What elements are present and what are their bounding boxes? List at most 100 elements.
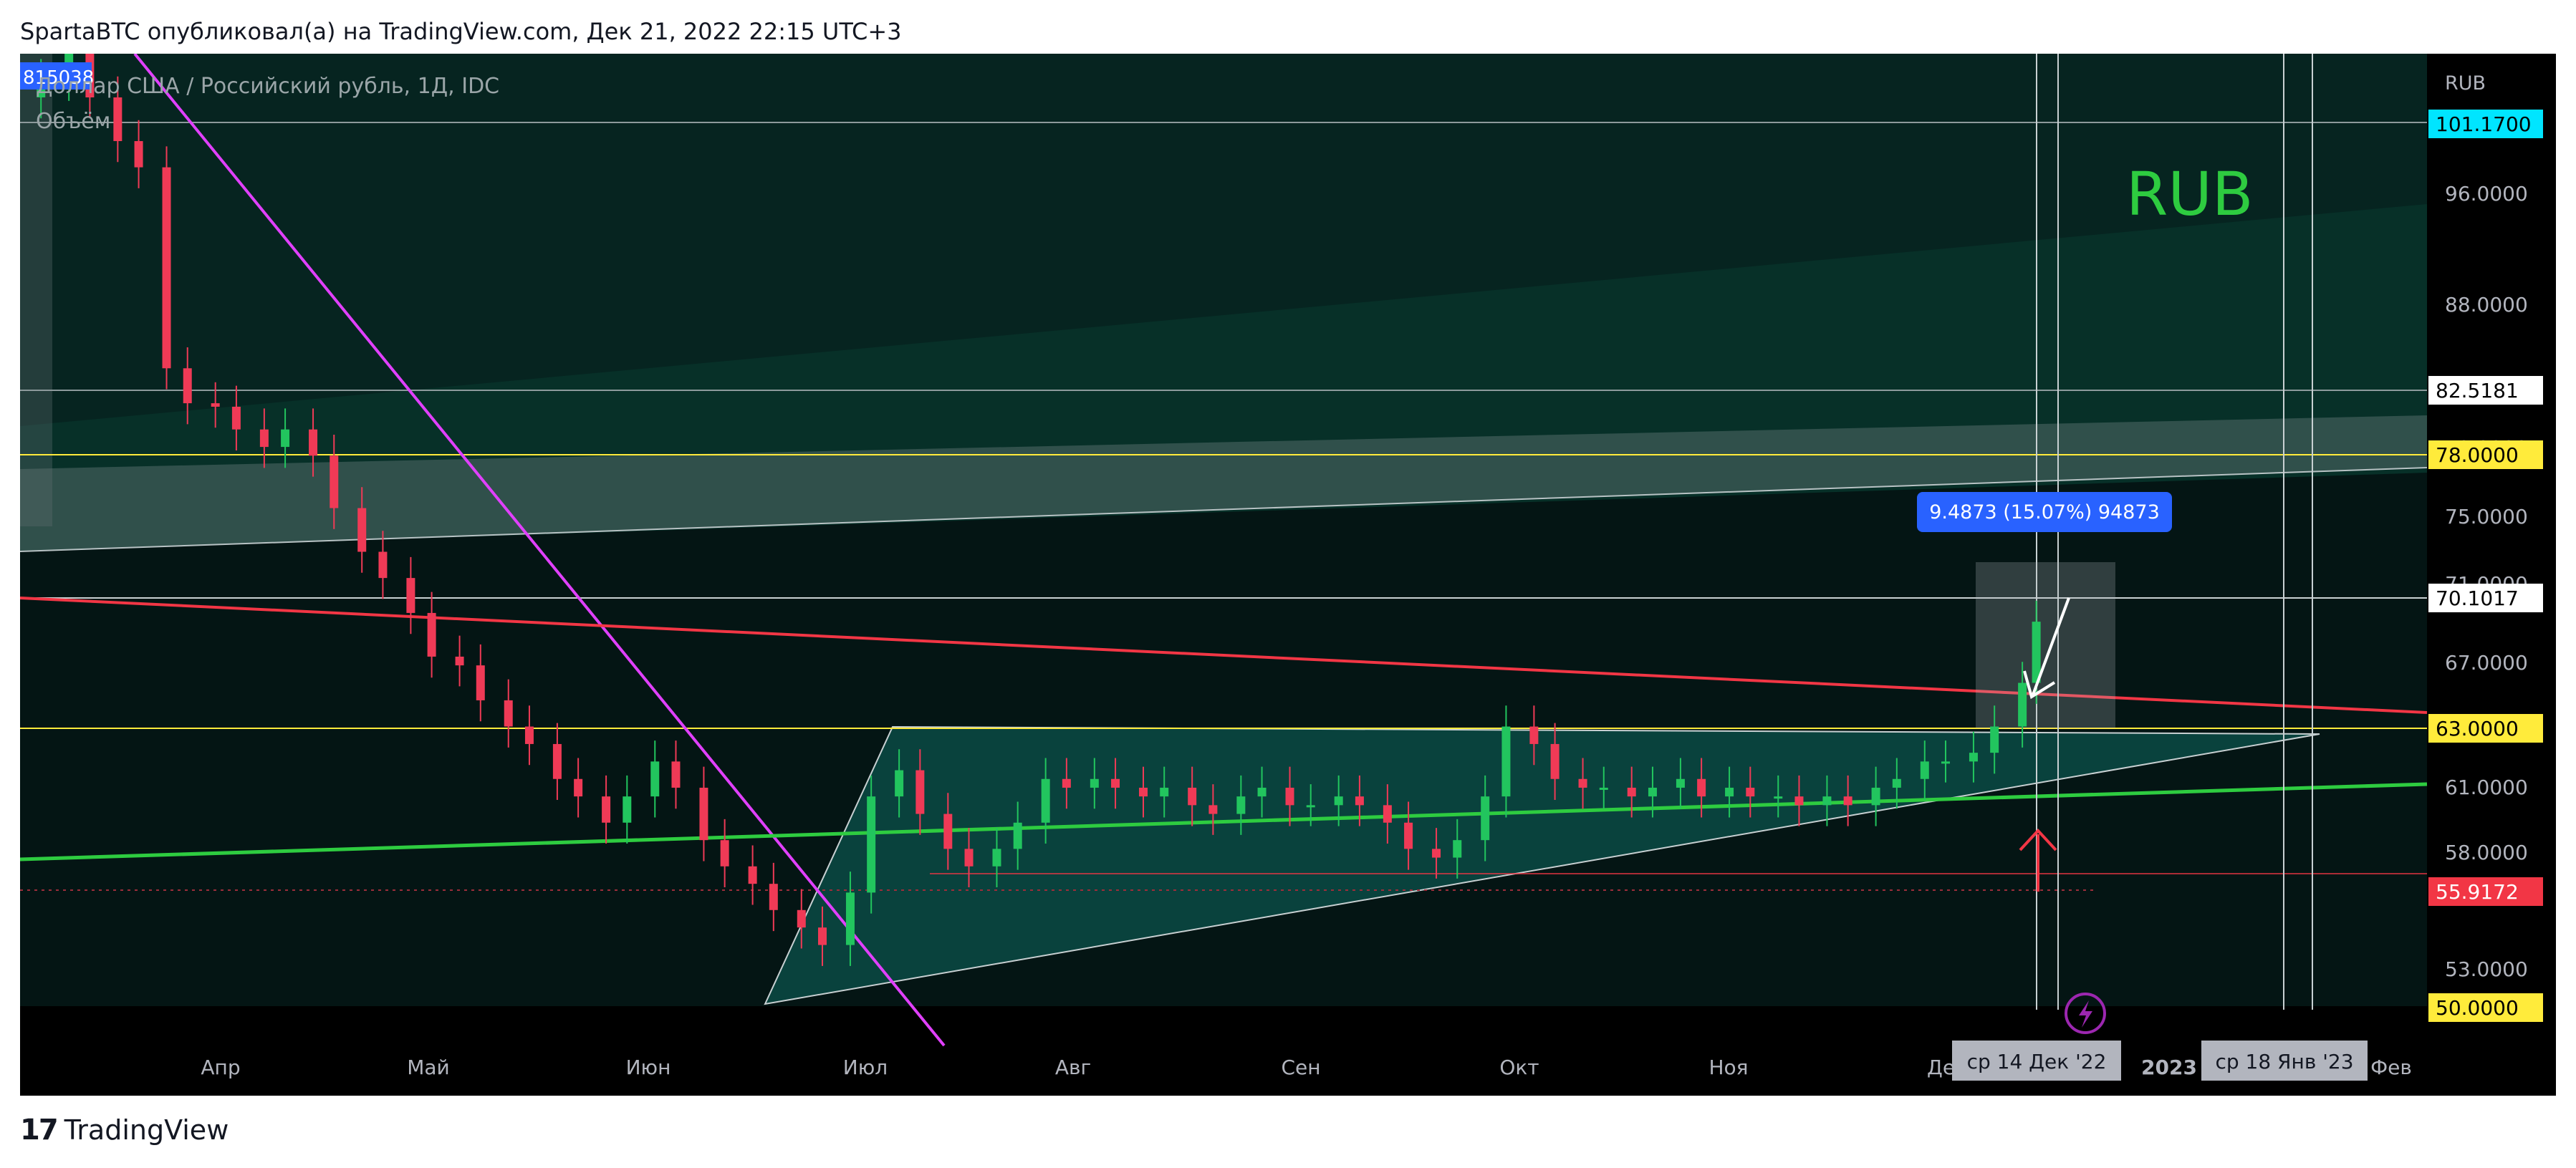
time-tick: Июн (626, 1056, 671, 1079)
price-badge: 101.1700 (2436, 112, 2532, 136)
candle-body (455, 656, 464, 666)
price-badge: 82.5181 (2436, 379, 2519, 402)
candle-body (1501, 726, 1511, 797)
price-tick: 61.0000 (2445, 776, 2528, 799)
price-badge-bg (2428, 110, 2543, 138)
candle-body (113, 97, 122, 142)
date-highlight-label: ср 14 Дек '22 (1967, 1050, 2107, 1073)
candle-body (504, 700, 513, 727)
magenta-downtrend-line (133, 54, 946, 1047)
green-support-line (20, 782, 2428, 861)
measure-label: 9.4873 (15.07%) 94873 (1929, 501, 2160, 523)
price-tick: 88.0000 (2445, 293, 2528, 317)
upper-zone-shade (20, 54, 2427, 426)
candle-body (1627, 787, 1636, 797)
candle-body (1920, 761, 1929, 779)
volume-label: Объём (36, 109, 110, 134)
candle-body (1285, 787, 1294, 806)
candle-body (406, 578, 415, 613)
price-badge: 70.1017 (2436, 587, 2519, 610)
volume-bar (20, 54, 52, 526)
candle-body (867, 796, 876, 893)
candle-body (162, 167, 171, 369)
white-arrow-head (2023, 670, 2056, 700)
candle-body (231, 406, 241, 430)
candle-body (748, 866, 757, 884)
candle-body (964, 849, 974, 867)
price-badge-bg (2428, 376, 2543, 405)
price-badge-bg (2428, 714, 2543, 743)
candle-body (1111, 778, 1120, 788)
price-badge-bg (2428, 877, 2543, 906)
candle-body (134, 141, 143, 168)
triangle-pattern (764, 725, 2320, 1005)
candle-body (1453, 840, 1462, 858)
date-highlight-box (2201, 1041, 2368, 1081)
candle-body (1725, 787, 1734, 797)
candle-body (1013, 822, 1022, 849)
candle-body (915, 770, 925, 814)
candle-body (1871, 787, 1880, 806)
candle-body (1648, 787, 1657, 797)
price-tick: 75.0000 (2445, 505, 2528, 529)
price-badge-bg (2428, 440, 2543, 469)
chart-svg[interactable]: 9.4873 (15.07%) 94873 815038 Доллар США … (20, 54, 2556, 1096)
grey-channel-band (20, 415, 2427, 551)
tradingview-logo-icon: 17 (20, 1114, 59, 1147)
candle-body (720, 840, 729, 867)
price-badge-bg (2428, 584, 2543, 612)
candle-body (769, 884, 778, 910)
candle-body (476, 665, 485, 700)
candle-body (1969, 753, 1978, 762)
price-tick: 53.0000 (2445, 957, 2528, 981)
candle-body (1774, 796, 1783, 799)
measure-label-box (1917, 492, 2172, 532)
price-badge: 55.9172 (2436, 880, 2519, 904)
candle-body (574, 778, 583, 797)
candle-body (845, 892, 855, 945)
chart-area[interactable]: 9.4873 (15.07%) 94873 815038 Доллар США … (20, 54, 2556, 1096)
candle-body (1383, 805, 1392, 823)
candle-body (699, 787, 708, 841)
candle-body (309, 429, 318, 456)
candle-body (602, 796, 611, 823)
candle-body (330, 455, 339, 508)
candle-body (1236, 796, 1246, 814)
candle-body (1697, 778, 1706, 797)
currency-label: RUB (2445, 72, 2486, 95)
candle-body (650, 761, 660, 797)
candle-body (183, 368, 192, 404)
publish-header: SpartaBTC опубликовал(а) на TradingView.… (20, 18, 902, 45)
price-ticks: 96.0000 88.0000 79.0000 75.0000 71.0000 … (2445, 182, 2528, 981)
volume-badge: 815038 (23, 67, 94, 89)
candle-body (1062, 778, 1071, 788)
big-rub-label: RUB (2126, 159, 2253, 229)
tradingview-logo[interactable]: 17 TradingView (20, 1109, 229, 1152)
candle-body (1578, 778, 1587, 788)
candle-body (2018, 682, 2027, 727)
time-tick: Фев (2370, 1056, 2412, 1079)
candle-body (1599, 787, 1608, 790)
candle-body (1794, 796, 1804, 806)
candle-body (1892, 778, 1901, 788)
candle-body (1188, 787, 1197, 806)
candle-body (1432, 849, 1441, 858)
candle-body (1160, 787, 1169, 797)
candle-body (1090, 778, 1099, 788)
candle-body (1990, 726, 1999, 753)
tradingview-logo-text: TradingView (64, 1114, 229, 1146)
candle-body (1257, 787, 1267, 797)
candle-body (1746, 787, 1755, 797)
date-highlight-label: ср 18 Янв '23 (2215, 1050, 2353, 1073)
price-tick: 67.0000 (2445, 651, 2528, 675)
lightning-icon[interactable] (2065, 993, 2106, 1034)
price-badge: 78.0000 (2436, 443, 2519, 467)
candle-body (1208, 805, 1218, 814)
candle-body (1139, 787, 1148, 797)
candle-body (671, 761, 681, 788)
time-tick: Апр (201, 1056, 240, 1079)
candle-body (211, 403, 220, 407)
candle-body (1306, 805, 1315, 808)
candle-body (818, 927, 827, 945)
price-badge: 63.0000 (2436, 717, 2519, 740)
